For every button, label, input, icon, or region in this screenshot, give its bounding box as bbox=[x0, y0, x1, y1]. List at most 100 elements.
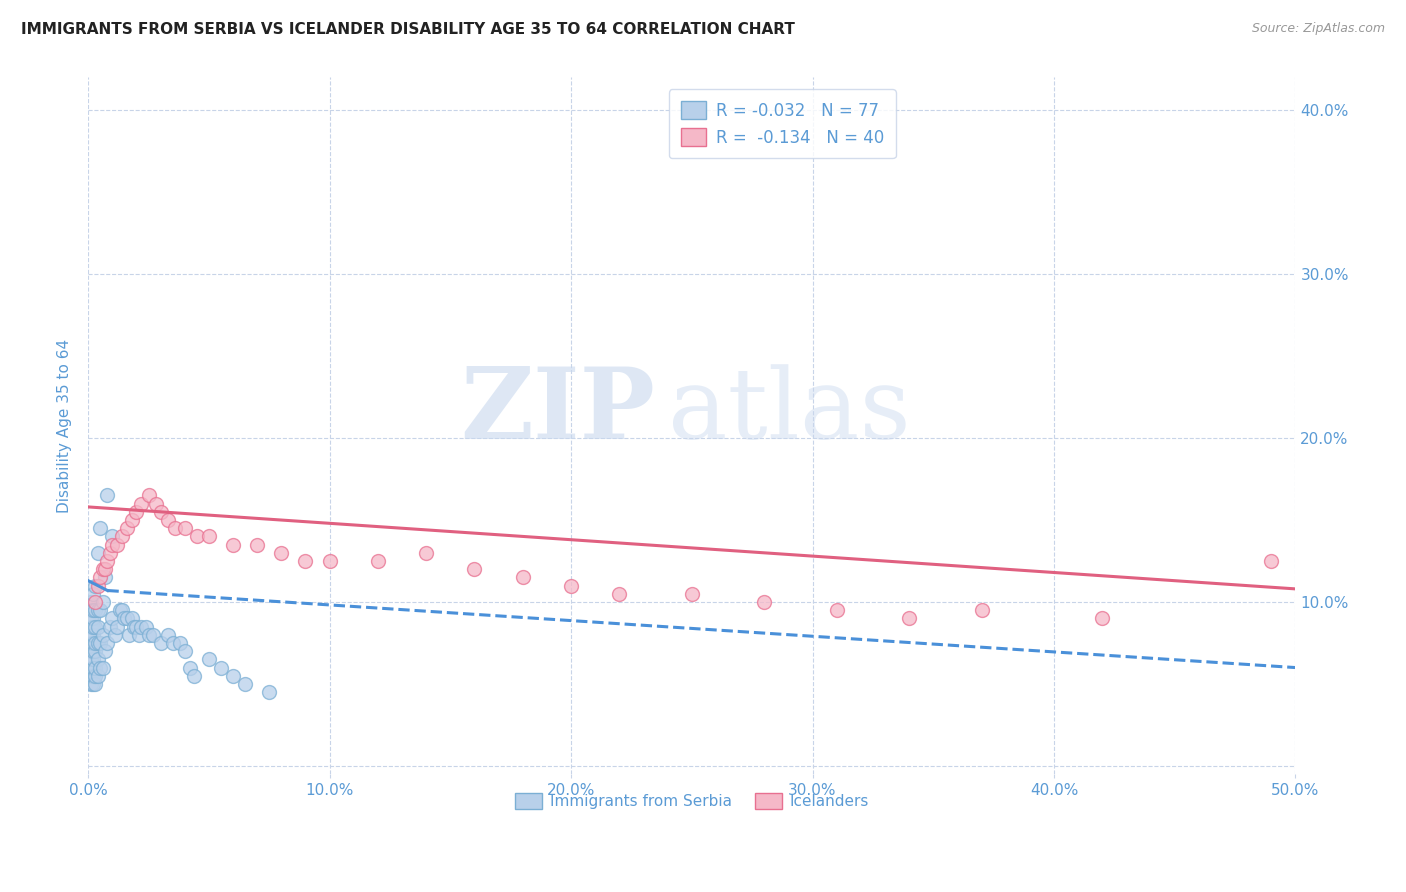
Point bbox=[87, 579, 110, 593]
Point bbox=[129, 497, 152, 511]
Point bbox=[105, 538, 128, 552]
Point bbox=[82, 660, 104, 674]
Point bbox=[82, 652, 104, 666]
Point bbox=[82, 636, 104, 650]
Point bbox=[89, 636, 111, 650]
Point bbox=[89, 521, 111, 535]
Point bbox=[89, 660, 111, 674]
Point bbox=[125, 619, 148, 633]
Point bbox=[79, 628, 101, 642]
Point bbox=[135, 619, 157, 633]
Point bbox=[84, 669, 107, 683]
Point bbox=[79, 669, 101, 683]
Point bbox=[87, 619, 110, 633]
Point bbox=[142, 628, 165, 642]
Point bbox=[169, 636, 191, 650]
Point bbox=[118, 628, 141, 642]
Point bbox=[96, 488, 118, 502]
Point bbox=[115, 521, 138, 535]
Point bbox=[128, 628, 150, 642]
Text: Source: ZipAtlas.com: Source: ZipAtlas.com bbox=[1251, 22, 1385, 36]
Point bbox=[84, 603, 107, 617]
Point bbox=[112, 611, 135, 625]
Point bbox=[96, 636, 118, 650]
Y-axis label: Disability Age 35 to 64: Disability Age 35 to 64 bbox=[58, 339, 72, 513]
Point bbox=[82, 628, 104, 642]
Point bbox=[165, 521, 187, 535]
Point bbox=[87, 636, 110, 650]
Point bbox=[754, 595, 776, 609]
Point bbox=[101, 538, 124, 552]
Point bbox=[179, 660, 201, 674]
Point bbox=[94, 644, 117, 658]
Point bbox=[101, 611, 124, 625]
Point bbox=[294, 554, 316, 568]
Point bbox=[138, 628, 160, 642]
Point bbox=[367, 554, 389, 568]
Point bbox=[87, 546, 110, 560]
Point bbox=[94, 562, 117, 576]
Point bbox=[122, 619, 145, 633]
Point bbox=[970, 603, 993, 617]
Point bbox=[91, 562, 114, 576]
Point bbox=[87, 669, 110, 683]
Legend: Immigrants from Serbia, Icelanders: Immigrants from Serbia, Icelanders bbox=[509, 787, 875, 815]
Point bbox=[145, 497, 167, 511]
Point bbox=[91, 595, 114, 609]
Point bbox=[84, 636, 107, 650]
Point bbox=[173, 644, 195, 658]
Point bbox=[121, 513, 143, 527]
Point bbox=[111, 529, 134, 543]
Point bbox=[111, 603, 134, 617]
Point bbox=[94, 570, 117, 584]
Point bbox=[198, 652, 221, 666]
Point bbox=[257, 685, 280, 699]
Point bbox=[79, 652, 101, 666]
Point bbox=[79, 677, 101, 691]
Point bbox=[898, 611, 921, 625]
Point bbox=[233, 677, 256, 691]
Point bbox=[79, 595, 101, 609]
Point bbox=[82, 677, 104, 691]
Point bbox=[1260, 554, 1282, 568]
Point bbox=[79, 636, 101, 650]
Point bbox=[79, 660, 101, 674]
Point bbox=[82, 669, 104, 683]
Point bbox=[162, 636, 184, 650]
Point bbox=[156, 513, 179, 527]
Point bbox=[415, 546, 437, 560]
Point bbox=[209, 660, 232, 674]
Point bbox=[84, 644, 107, 658]
Point bbox=[108, 603, 131, 617]
Point bbox=[89, 570, 111, 584]
Point bbox=[186, 529, 208, 543]
Point bbox=[84, 595, 107, 609]
Point bbox=[318, 554, 340, 568]
Point bbox=[463, 562, 485, 576]
Point bbox=[98, 619, 121, 633]
Point bbox=[681, 587, 703, 601]
Point bbox=[84, 619, 107, 633]
Point bbox=[512, 570, 534, 584]
Point bbox=[82, 611, 104, 625]
Point bbox=[183, 669, 205, 683]
Point bbox=[222, 669, 245, 683]
Point bbox=[560, 579, 582, 593]
Text: ZIP: ZIP bbox=[461, 363, 655, 460]
Point bbox=[129, 619, 152, 633]
Point bbox=[138, 488, 160, 502]
Point bbox=[96, 554, 118, 568]
Point bbox=[121, 611, 143, 625]
Point bbox=[98, 546, 121, 560]
Point bbox=[79, 611, 101, 625]
Point bbox=[125, 505, 148, 519]
Text: atlas: atlas bbox=[668, 364, 911, 459]
Point bbox=[82, 587, 104, 601]
Point bbox=[198, 529, 221, 543]
Point bbox=[82, 644, 104, 658]
Point bbox=[79, 619, 101, 633]
Point bbox=[270, 546, 292, 560]
Point bbox=[222, 538, 245, 552]
Point bbox=[84, 660, 107, 674]
Point bbox=[609, 587, 631, 601]
